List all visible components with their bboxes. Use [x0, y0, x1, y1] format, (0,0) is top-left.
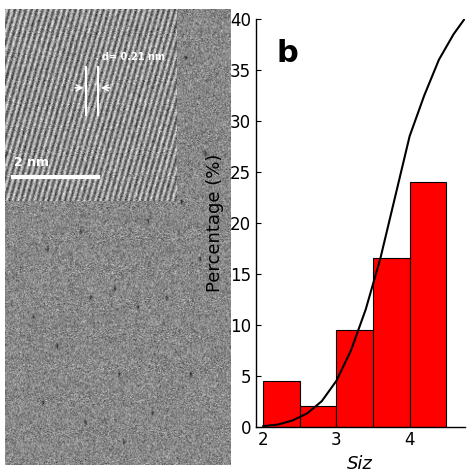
Bar [300, 406, 337, 427]
Text: b: b [277, 39, 299, 68]
Bar [373, 258, 410, 427]
Y-axis label: Percentage (%): Percentage (%) [206, 154, 224, 292]
Bar [337, 330, 373, 427]
Bar [410, 182, 446, 427]
X-axis label: Siz: Siz [347, 455, 373, 473]
Bar [263, 381, 300, 427]
